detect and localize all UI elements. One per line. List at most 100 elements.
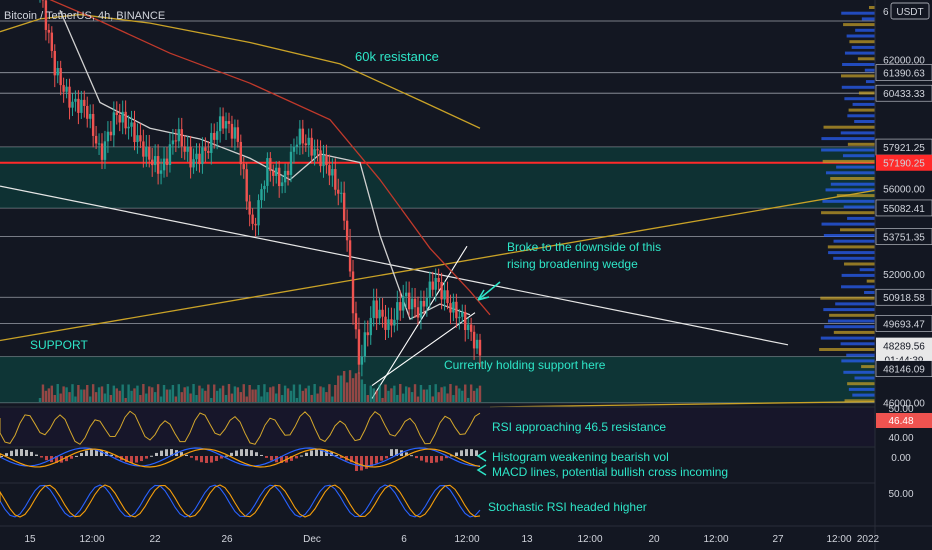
candle-body	[251, 214, 254, 224]
price-axis-label: 48146.09	[883, 365, 925, 376]
volume-bar	[407, 387, 411, 402]
candle-body	[425, 297, 429, 307]
volume-bar	[286, 388, 290, 402]
macd-histogram-bar	[320, 449, 323, 456]
volume-bar	[390, 388, 393, 402]
candle-body	[387, 319, 390, 330]
candle-body	[62, 85, 65, 92]
candle-body	[434, 277, 437, 290]
candle-body	[275, 167, 278, 176]
volume-profile-bar	[847, 216, 875, 220]
volume-bar	[337, 375, 340, 402]
resistance-zone	[0, 147, 875, 208]
volume-bar	[198, 385, 201, 402]
macd-histogram-bar	[30, 451, 33, 456]
macd-histogram-bar	[430, 456, 433, 463]
volume-bar	[245, 396, 248, 402]
candle-body	[159, 170, 163, 174]
volume-bar	[342, 371, 346, 402]
time-axis-label: 12:00	[79, 534, 104, 545]
candle-body	[360, 356, 364, 365]
rsi-band	[0, 408, 875, 446]
candle-body	[372, 300, 375, 318]
candle-body	[156, 156, 160, 174]
macd-histogram-bar	[115, 456, 118, 458]
volume-bar	[44, 390, 48, 402]
candle-body	[227, 121, 231, 124]
annotation-text: Stochastic RSI headed higher	[488, 500, 647, 514]
volume-bar	[410, 392, 414, 402]
candle-body	[192, 159, 195, 168]
candle-body	[295, 144, 299, 147]
candle-body	[396, 302, 399, 320]
rsi-axis-label: 40.00	[888, 433, 913, 444]
volume-bar	[124, 397, 127, 402]
candle-body	[53, 50, 56, 76]
macd-histogram-bar	[415, 456, 418, 459]
candle-body	[283, 170, 287, 183]
volume-profile-bar	[841, 11, 875, 15]
volume-bar	[354, 373, 358, 402]
volume-bar	[431, 396, 434, 402]
volume-profile-bar	[835, 302, 875, 306]
candle-body	[313, 149, 316, 156]
candle-body	[180, 129, 183, 147]
candle-body	[142, 141, 145, 157]
macd-histogram-bar	[45, 456, 48, 461]
volume-bar	[434, 384, 437, 402]
time-axis-label: 27	[772, 534, 784, 545]
price-axis-label: 50918.58	[883, 293, 925, 304]
macd-histogram-bar	[95, 449, 98, 456]
candle-body	[109, 131, 113, 136]
volume-profile-bar	[859, 268, 875, 272]
macd-histogram-bar	[195, 456, 198, 461]
candle-body	[478, 339, 482, 356]
volume-bar	[53, 394, 56, 402]
candle-body	[47, 29, 51, 33]
volume-profile-bar	[846, 34, 875, 38]
candle-body	[91, 113, 95, 136]
annotation-text: Broke to the downside of this	[507, 240, 661, 254]
candle-body	[248, 201, 251, 215]
volume-bar	[328, 384, 331, 402]
time-axis-label: 20	[648, 534, 660, 545]
candle-body	[369, 317, 372, 336]
candle-body	[419, 300, 423, 318]
candle-body	[145, 146, 148, 157]
volume-bar	[221, 385, 225, 402]
candle-body	[195, 153, 198, 160]
macd-line	[0, 447, 481, 467]
candle-body	[461, 311, 464, 317]
annotation-text: RSI approaching 46.5 resistance	[492, 420, 666, 434]
volume-bar	[310, 394, 313, 402]
volume-profile-bar	[841, 74, 875, 78]
price-axis-label: 56000.00	[883, 184, 925, 195]
volume-bar	[263, 384, 266, 402]
volume-profile-bar	[848, 108, 875, 112]
macd-histogram-bar	[305, 452, 308, 456]
volume-bar	[472, 390, 476, 402]
volume-bar	[298, 384, 302, 402]
candle-body	[298, 128, 302, 145]
volume-bar	[399, 384, 402, 402]
candle-body	[452, 301, 455, 313]
candle-body	[68, 86, 71, 108]
volume-bar	[384, 384, 387, 402]
macd-histogram-bar	[255, 452, 258, 456]
currency-button	[890, 2, 930, 20]
volume-bar	[130, 390, 133, 402]
macd-histogram-bar	[165, 449, 168, 456]
volume-bar	[295, 397, 299, 402]
candle-body	[224, 121, 228, 129]
stoch-d-line	[0, 484, 481, 518]
volume-bar	[233, 386, 237, 402]
candle-body	[151, 159, 154, 166]
candle-body	[307, 137, 310, 146]
candle-body	[130, 122, 133, 127]
volume-profile-bar	[864, 291, 875, 294]
volume-profile-bar	[823, 234, 875, 237]
candle-body	[65, 86, 68, 92]
volume-profile-bar	[824, 325, 875, 329]
volume-bar	[461, 390, 464, 402]
